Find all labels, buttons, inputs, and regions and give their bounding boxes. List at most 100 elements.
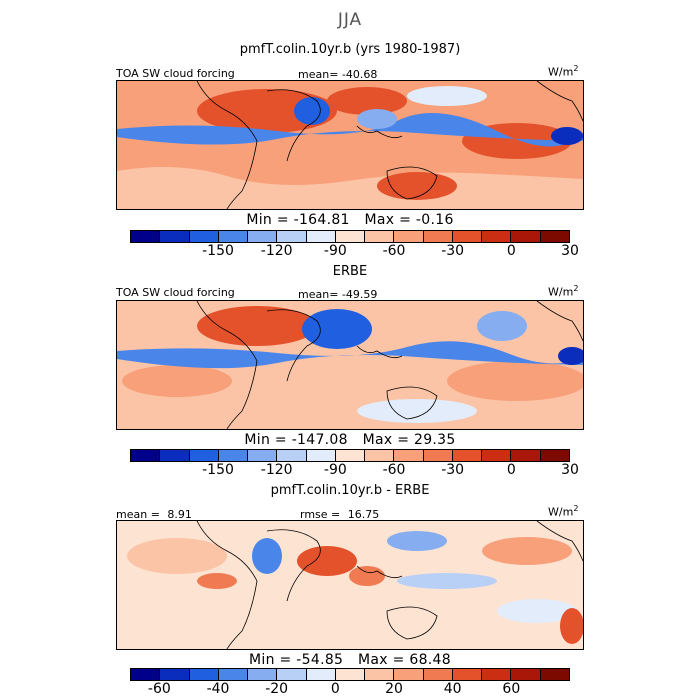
panel3-colorbar-ticks: -60 -40 -20 0 20 40 60: [130, 681, 570, 697]
panel2-map-svg: [117, 301, 583, 429]
panel3-title: pmfT.colin.10yr.b - ERBE: [270, 483, 430, 498]
panel3-bay-positive: [349, 566, 385, 586]
panel2-colorbar: [130, 449, 570, 462]
panel1-colorbar-swatch: [423, 231, 453, 242]
panel1-nw-pacific: [407, 86, 487, 106]
panel2-mean-value: -49.59: [341, 288, 378, 301]
panel1-itcz: [117, 113, 583, 147]
panel2-colorbar-swatch: [452, 450, 483, 461]
panel3-min-label: Min =: [249, 652, 292, 668]
panel1-bay-cloud: [357, 109, 397, 129]
panel2-colorbar-swatch: [248, 450, 278, 461]
panel1-colorbar-swatch: [511, 231, 541, 242]
panel3-colorbar-swatch: [189, 669, 219, 680]
panel3-equatorial-negative: [397, 573, 497, 589]
panel2-min-label: Min =: [244, 432, 287, 448]
panel1-colorbar-swatch: [248, 231, 278, 242]
panel3-mean-value: 8.91: [167, 508, 192, 521]
panel3-colorbar-swatch: [423, 669, 453, 680]
panel3-units: W/m2: [548, 504, 579, 519]
panel2-monsoon-core: [302, 309, 372, 349]
colorbar-tick-label: -90: [323, 462, 347, 478]
colorbar-tick-label: 20: [385, 681, 403, 697]
panel3-min-value: -54.85: [296, 652, 344, 668]
panel1-units: W/m2: [548, 64, 579, 79]
panel1-colorbar-swatch: [131, 231, 161, 242]
colorbar-tick-label: -60: [382, 243, 406, 259]
panel3-himalaya-negative: [387, 531, 447, 551]
colorbar-tick-label: -30: [441, 243, 465, 259]
panel3-colorbar-swatch: [277, 669, 307, 680]
panel2-nw-pacific-cloud: [477, 311, 527, 341]
colorbar-tick-label: 30: [561, 462, 579, 478]
panel3-mean-label: mean =: [116, 508, 160, 521]
panel2-coastlines: [196, 301, 583, 429]
panel2-colorbar-swatch: [277, 450, 307, 461]
panel1-title: pmfT.colin.10yr.b (yrs 1980-1987): [239, 42, 461, 57]
season-title: JJA: [337, 10, 363, 30]
panel3-mean: mean = 8.91: [116, 508, 192, 521]
panel1-colorbar-swatch: [189, 231, 219, 242]
panel1-min-label: Min =: [246, 212, 289, 228]
panel1-colorbar-swatch: [482, 231, 512, 242]
colorbar-tick-label: 0: [506, 462, 516, 478]
panel3-map-svg: [117, 521, 583, 649]
colorbar-tick-label: 60: [502, 681, 521, 697]
panel2-se-pacific: [447, 361, 583, 401]
panel1-colorbar-swatch: [540, 231, 569, 242]
panel1-map-svg: [117, 81, 583, 209]
panel3-rmse-label: rmse =: [300, 508, 341, 521]
panel3-max-value: 68.48: [409, 652, 451, 668]
panel1-colorbar-swatch: [335, 231, 366, 242]
panel2-colorbar-swatch: [423, 450, 453, 461]
panel2-colorbar-swatch: [511, 450, 541, 461]
panel3-africa-positive: [197, 573, 237, 589]
panel2-max-label: Max =: [362, 432, 410, 448]
panel1-map: [116, 80, 584, 210]
panel2-units: W/m2: [548, 284, 579, 299]
panel3-indian-monsoon-positive: [297, 546, 357, 576]
colorbar-tick-label: -60: [382, 462, 406, 478]
panel3-minmax: Min = -54.85 Max = 68.48: [0, 652, 700, 668]
panel1-coastlines: [196, 81, 583, 209]
panel3-colorbar-swatch: [511, 669, 541, 680]
panel2-mean: mean= -49.59: [298, 288, 377, 301]
panel3-map: [116, 520, 584, 650]
panel1-colorbar-swatch: [306, 231, 336, 242]
panel2-colorbar-swatch: [482, 450, 512, 461]
panel1-colorbar-swatch: [160, 231, 190, 242]
colorbar-tick-label: -120: [260, 243, 293, 259]
panel3-atlantic-positive: [127, 538, 227, 574]
panel2-mean-label: mean=: [298, 288, 339, 301]
panel3-peru-positive: [560, 608, 583, 644]
colorbar-tick-label: -60: [147, 681, 171, 697]
colorbar-tick-label: -30: [441, 462, 465, 478]
colorbar-tick-label: -40: [206, 681, 230, 697]
panel2-colorbar-swatch: [335, 450, 366, 461]
panel2-colorbar-ticks: -150 -120 -90 -60 -30 0 30: [130, 462, 579, 478]
panel3-coastlines: [196, 521, 583, 649]
colorbar-tick-label: 30: [561, 243, 579, 259]
colorbar-tick-label: 40: [443, 681, 462, 697]
panel1-field-label: TOA SW cloud forcing: [116, 67, 235, 80]
panel2-map: [116, 300, 584, 430]
panel3-colorbar-swatch: [482, 669, 512, 680]
panel2-east-pacific: [558, 347, 583, 365]
panel3-max-label: Max =: [358, 652, 405, 668]
panel3-colorbar-swatch: [218, 669, 249, 680]
panel3-rmse-value: 16.75: [347, 508, 380, 521]
panel3-colorbar-swatch: [131, 669, 161, 680]
panel3-colorbar-swatch: [452, 669, 483, 680]
colorbar-tick-label: -150: [202, 462, 234, 478]
panel3-pacific-positive: [482, 537, 572, 565]
panel2-colorbar-swatch: [306, 450, 336, 461]
panel2-min-value: -147.08: [291, 432, 348, 448]
panel2-max-value: 29.35: [414, 432, 456, 448]
panel1-mean-value: -40.68: [341, 68, 378, 81]
panel3-colorbar-swatch: [248, 669, 278, 680]
panel2-minmax: Min = -147.08 Max = 29.35: [0, 432, 700, 448]
panel2-colorbar-swatch: [218, 450, 249, 461]
panel2-colorbar-swatch: [394, 450, 424, 461]
panel2-sahara-high: [197, 306, 317, 346]
panel1-max-label: Max =: [364, 212, 412, 228]
